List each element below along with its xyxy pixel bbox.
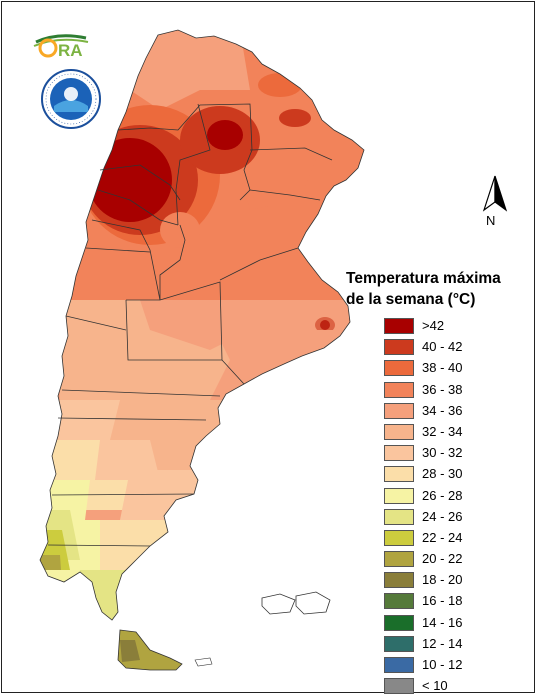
legend-item: 16 - 18 <box>384 591 534 612</box>
legend-label: 36 - 38 <box>422 381 463 397</box>
legend-item: 12 - 14 <box>384 634 534 655</box>
legend-label: 16 - 18 <box>422 593 463 609</box>
legend-item: 30 - 32 <box>384 443 534 464</box>
legend-item: 18 - 20 <box>384 570 534 591</box>
legend-swatch <box>384 318 414 334</box>
legend-item: 26 - 28 <box>384 486 534 507</box>
legend-label: >42 <box>422 318 445 333</box>
legend-item: 24 - 26 <box>384 507 534 528</box>
legend: >42 40 - 42 38 - 40 36 - 38 34 - 36 32 - 34 30… <box>384 316 534 697</box>
legend-item: 40 - 42 <box>384 337 534 358</box>
legend-label: 22 - 24 <box>422 529 463 545</box>
legend-swatch <box>384 551 414 568</box>
ora-logo: RA <box>33 34 89 60</box>
legend-title: Temperatura máxima de la semana (°C) <box>346 268 536 310</box>
legend-label: 40 - 42 <box>422 339 463 355</box>
legend-label: 28 - 30 <box>422 466 463 482</box>
legend-item: 20 - 22 <box>384 549 534 570</box>
legend-item: < 10 <box>384 676 534 697</box>
legend-swatch <box>384 381 414 398</box>
legend-swatch <box>384 678 414 695</box>
north-label: N <box>486 213 496 228</box>
legend-label: 24 - 26 <box>422 508 463 524</box>
legend-label: 12 - 14 <box>422 635 463 651</box>
legend-swatch <box>384 487 414 504</box>
legend-item: 28 - 30 <box>384 464 534 485</box>
isla-de-los-estados <box>194 657 213 667</box>
legend-swatch <box>384 657 414 673</box>
legend-item: 14 - 16 <box>384 613 534 634</box>
smn-seal <box>41 69 101 129</box>
legend-item: 38 - 40 <box>384 358 534 379</box>
legend-swatch <box>384 402 414 419</box>
legend-swatch <box>384 423 414 440</box>
north-arrow-icon <box>482 175 508 212</box>
legend-item: >42 <box>384 316 534 337</box>
legend-item: 34 - 36 <box>384 401 534 422</box>
province-borders <box>39 29 365 621</box>
legend-swatch <box>384 529 414 546</box>
legend-label: 26 - 28 <box>422 487 463 503</box>
legend-label: 38 - 40 <box>422 360 463 376</box>
legend-swatch <box>384 635 414 652</box>
legend-item: 10 - 12 <box>384 655 534 676</box>
legend-label: 18 - 20 <box>422 572 463 588</box>
legend-item: 36 - 38 <box>384 380 534 401</box>
legend-swatch <box>384 508 414 525</box>
legend-swatch <box>384 360 414 377</box>
legend-label: 30 - 32 <box>422 445 463 461</box>
ora-logo-text: RA <box>58 41 83 60</box>
legend-swatch <box>384 614 414 631</box>
legend-title-line2: de la semana (°C) <box>346 291 476 308</box>
legend-item: 22 - 24 <box>384 528 534 549</box>
legend-label: 10 - 12 <box>422 657 463 672</box>
tierra-del-fuego-cold-zone <box>120 640 140 662</box>
malvinas-islands <box>261 591 331 615</box>
legend-swatch <box>384 593 414 610</box>
legend-item: 32 - 34 <box>384 422 534 443</box>
legend-label: 32 - 34 <box>422 423 463 439</box>
legend-title-line1: Temperatura máxima <box>346 270 501 287</box>
legend-swatch <box>384 466 414 483</box>
legend-label: 14 - 16 <box>422 614 463 630</box>
legend-label: 20 - 22 <box>422 551 463 567</box>
legend-swatch <box>384 445 414 462</box>
legend-swatch <box>384 572 414 589</box>
legend-label: < 10 <box>422 678 448 694</box>
legend-label: 34 - 36 <box>422 402 463 418</box>
legend-swatch <box>384 339 414 356</box>
